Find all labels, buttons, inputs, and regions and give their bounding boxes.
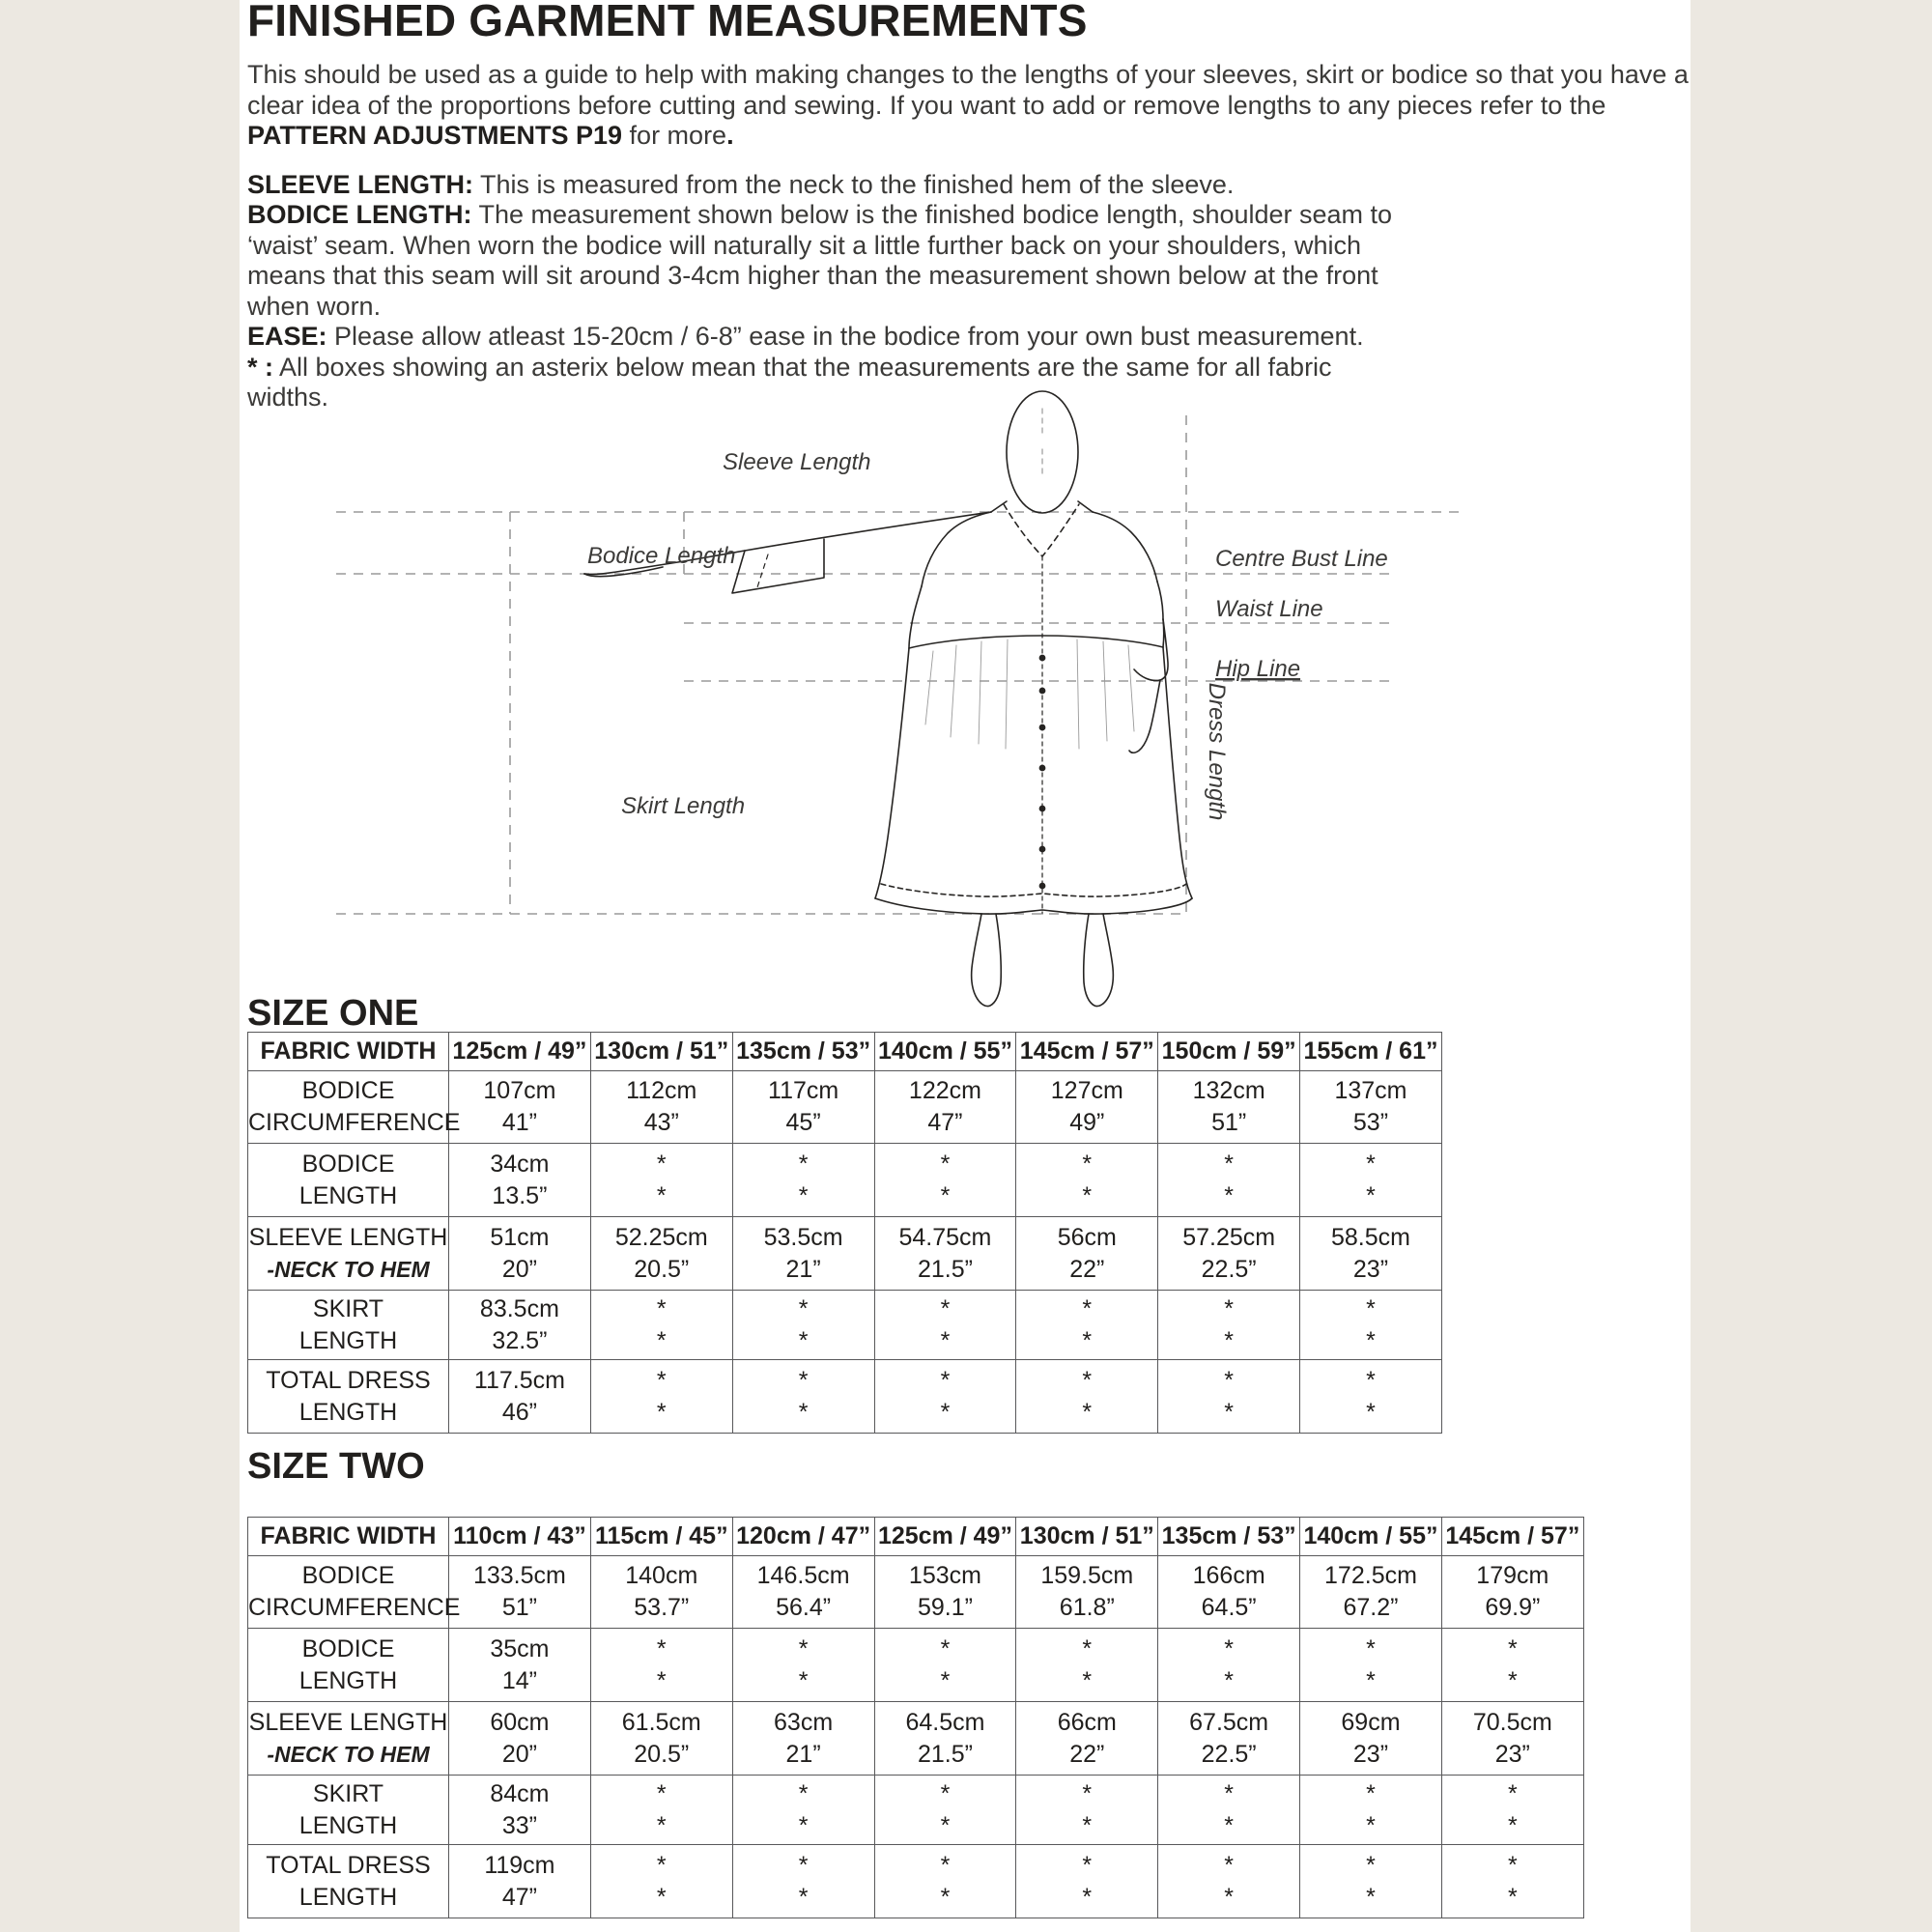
- svg-text:Hip Line: Hip Line: [1215, 656, 1300, 682]
- svg-text:Centre Bust Line: Centre Bust Line: [1215, 546, 1388, 572]
- svg-text:Waist Line: Waist Line: [1215, 596, 1323, 622]
- svg-text:Dress Length: Dress Length: [1204, 683, 1230, 821]
- svg-text:Sleeve Length: Sleeve Length: [723, 449, 870, 475]
- svg-text:Skirt Length: Skirt Length: [621, 793, 745, 819]
- svg-text:Bodice Length: Bodice Length: [587, 543, 735, 569]
